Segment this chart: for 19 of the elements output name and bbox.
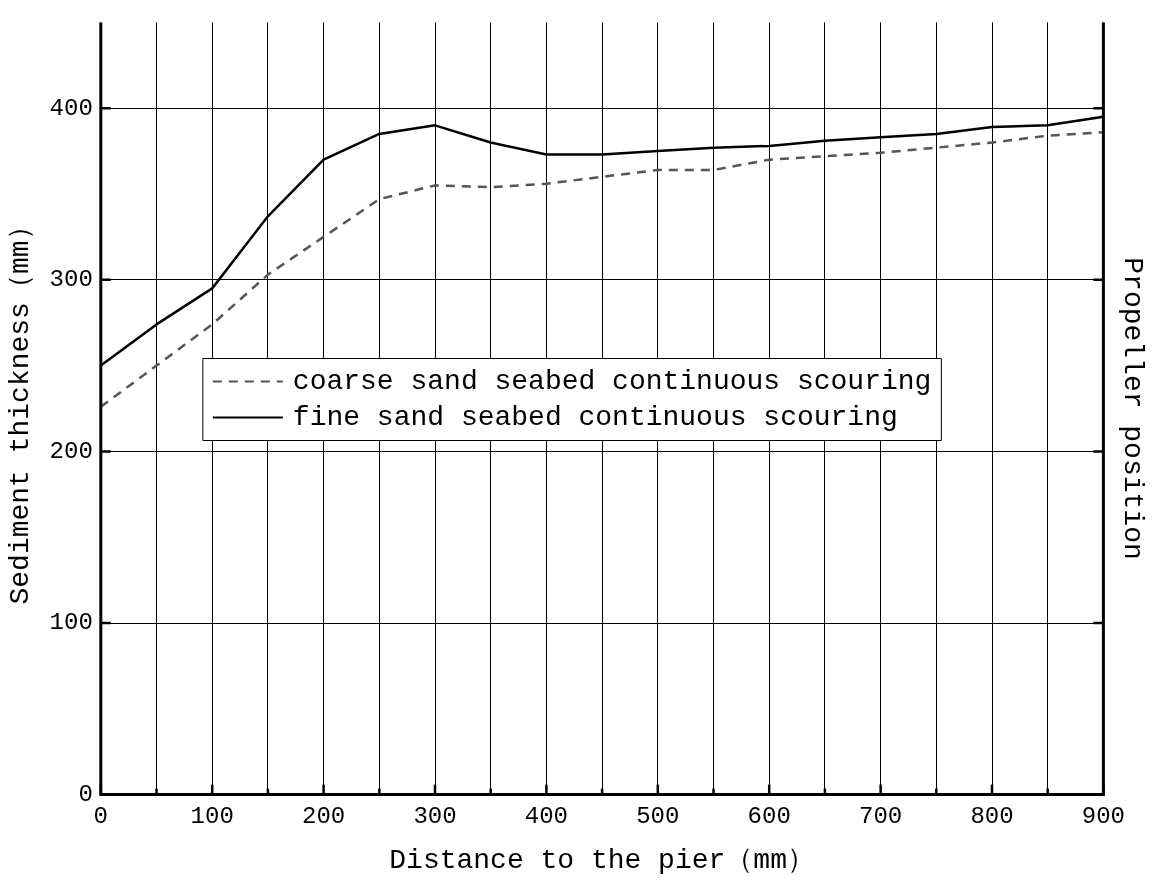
y-tick-label: 0	[78, 780, 93, 808]
x-tick-label: 300	[413, 803, 457, 831]
x-tick-label: 200	[302, 803, 346, 831]
x-tick-label: 600	[747, 803, 791, 831]
y-tick-label: 400	[49, 94, 93, 122]
x-axis-title: Distance to the pier（mm）	[389, 844, 815, 876]
legend-label: coarse sand seabed continuous scouring	[292, 365, 932, 397]
y-tick-label: 100	[49, 609, 93, 637]
y2-axis-title: Propeller position	[1116, 257, 1148, 560]
y-tick-label: 300	[49, 266, 93, 294]
y-axis-title: Sediment thickness（mm）	[5, 212, 37, 605]
x-tick-label: 700	[858, 803, 903, 831]
x-tick-label: 100	[190, 803, 234, 831]
x-tick-label: 400	[524, 803, 569, 831]
y-tick-label: 200	[49, 437, 93, 465]
x-tick-label: 500	[636, 803, 680, 831]
x-tick-label: 800	[970, 803, 1014, 831]
legend-label: fine sand seabed continuous scouring	[292, 401, 898, 433]
x-tick-label: 900	[1081, 803, 1126, 831]
